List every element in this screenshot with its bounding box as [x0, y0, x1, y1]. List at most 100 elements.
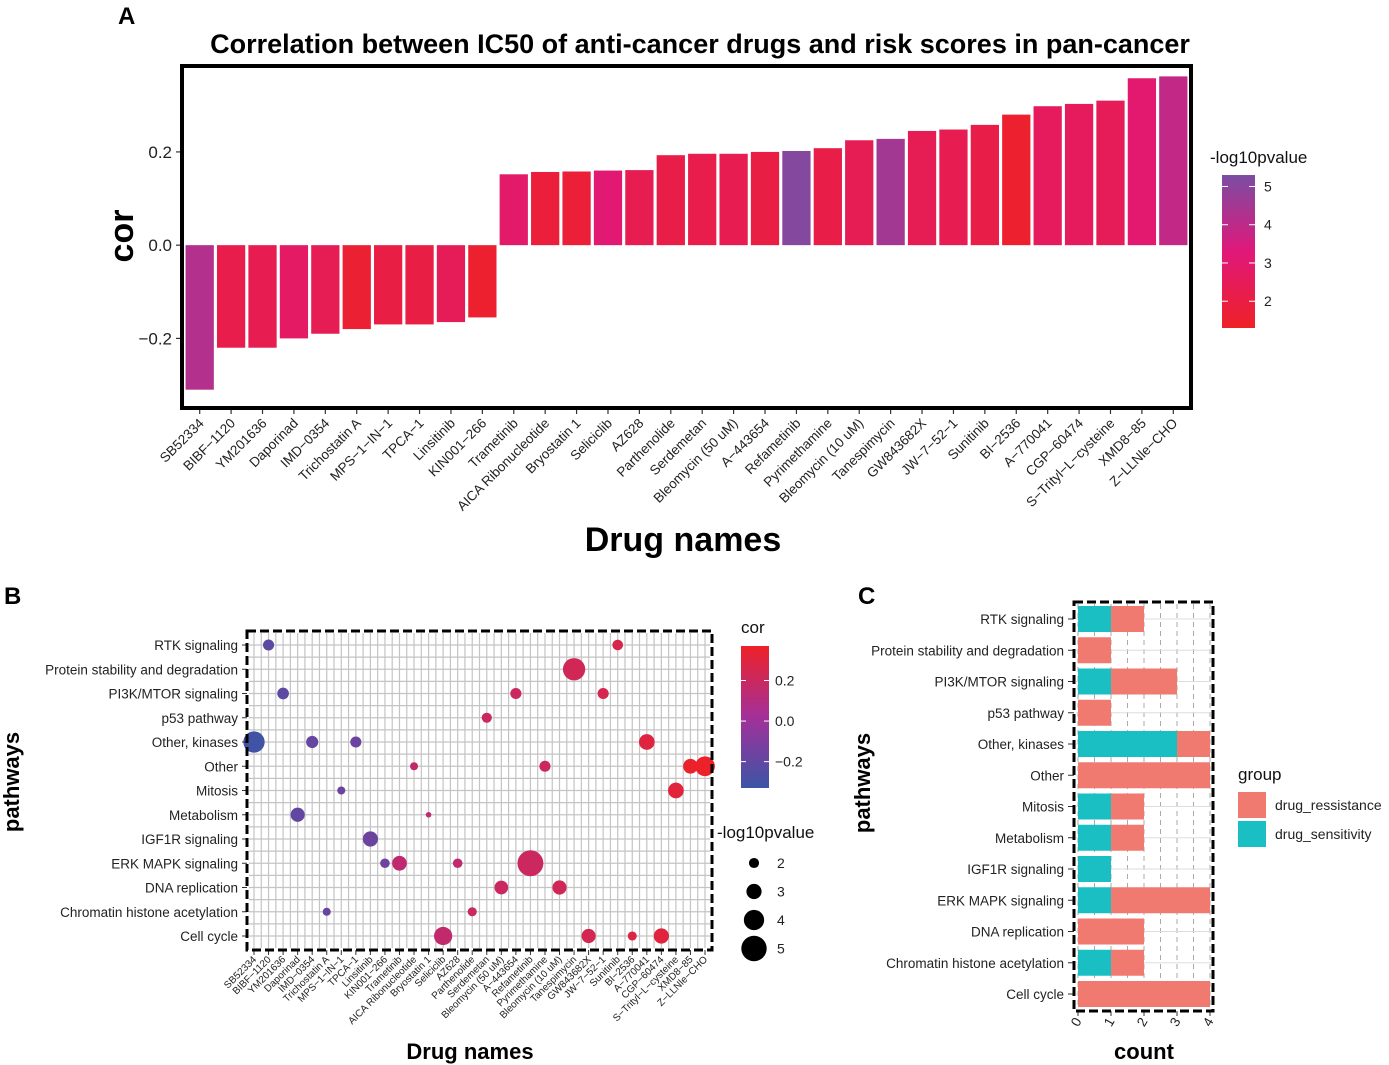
y-tick-label: IGF1R signaling [141, 832, 238, 847]
panel-letter-a: A [118, 3, 135, 30]
bar-drug-resistance [1111, 606, 1144, 632]
y-tick-label: p53 pathway [987, 706, 1064, 721]
legend-size-circle [741, 935, 767, 962]
panel-letter-b: B [4, 583, 21, 610]
bar [970, 124, 999, 246]
data-point [517, 850, 544, 877]
panel-a-bar-chart: Correlation between IC50 of anti-cancer … [103, 29, 1307, 559]
y-tick-label: Mitosis [196, 784, 238, 799]
bar-drug-resistance [1111, 949, 1144, 976]
y-tick-label: Chromatin histone acetylation [886, 956, 1064, 971]
data-point [481, 712, 492, 723]
bar-drug-resistance [1177, 731, 1210, 757]
data-point [290, 807, 305, 822]
data-point [552, 880, 567, 895]
legend-size-label: 5 [777, 941, 785, 957]
legend-size-label: 2 [777, 855, 785, 871]
bar-drug-sensitivity [1078, 949, 1111, 976]
y-tick-label: Cell cycle [1006, 987, 1064, 1002]
legend-colorbar [1222, 175, 1255, 328]
y-tick-label: Protein stability and degradation [45, 662, 238, 677]
data-point [510, 687, 522, 700]
legend-tick-label: 0.2 [775, 672, 795, 688]
bar [374, 245, 403, 325]
legend-tick-label: 3 [1264, 255, 1272, 271]
chart-c-legend: group drug_ressistance drug_sensitivity [1238, 765, 1382, 847]
data-point [262, 639, 275, 651]
legend-size-circle [743, 909, 765, 931]
chart-b-x-axis: SB52334BIBF−1120YM201636DaporinadIMD−035… [222, 950, 710, 1027]
chart-c-frame [1072, 600, 1215, 1013]
legend-tick-label: −0.2 [775, 754, 803, 770]
bar [185, 245, 214, 390]
y-tick-label: RTK signaling [980, 612, 1064, 627]
y-tick-label: PI3K/MTOR signaling [934, 675, 1064, 690]
chart-b-cor-legend-title: cor [741, 618, 765, 637]
bar-drug-resistance [1078, 637, 1111, 664]
chart-a-x-axis: SB52334BIBF−1120YM201636DaporinadIMD−035… [157, 408, 1180, 514]
bar [499, 174, 528, 246]
legend-entry-label: drug_ressistance [1275, 797, 1382, 813]
bar [468, 245, 497, 318]
panel-c-stacked-bar-chart: RTK signaling Protein stability and degra… [850, 600, 1382, 1064]
chart-c-legend-title: group [1238, 765, 1281, 784]
data-point [410, 762, 419, 771]
chart-a-y-label: cor [103, 210, 141, 263]
data-point [494, 880, 509, 895]
bar-drug-resistance [1111, 887, 1210, 914]
chart-b-points [243, 639, 715, 946]
bar-drug-resistance [1111, 793, 1144, 820]
bar [436, 245, 466, 323]
y-tick-label: p53 pathway [161, 711, 238, 726]
legend-tick-label: 0.0 [775, 713, 795, 729]
bar-drug-resistance [1078, 981, 1210, 1007]
data-point [452, 858, 463, 869]
y-tick-label: 0.0 [148, 236, 172, 255]
legend-tick-label: 2 [1264, 293, 1272, 309]
data-point [243, 731, 265, 753]
bar-drug-resistance [1111, 824, 1144, 851]
chart-a-legend-title: -log10pvalue [1210, 148, 1307, 167]
bar [907, 130, 937, 246]
x-tick-label: 3 [1167, 1015, 1184, 1029]
x-tick-label: 0 [1068, 1015, 1085, 1029]
bar [845, 140, 874, 246]
y-tick-label: Other, kinases [978, 737, 1065, 752]
y-tick-label: Metabolism [169, 808, 238, 823]
y-tick-label: Mitosis [1022, 800, 1064, 815]
bar [342, 245, 371, 330]
bar-drug-resistance [1111, 668, 1177, 695]
data-point [433, 926, 453, 946]
data-point [562, 658, 586, 681]
bar [750, 151, 780, 246]
y-tick-label: PI3K/MTOR signaling [108, 687, 238, 702]
y-tick-label: Other [1030, 768, 1064, 783]
data-point [597, 687, 609, 700]
y-tick-label: ERK MAPK signaling [111, 856, 238, 871]
chart-b-cor-legend: cor 0.2 0.0 −0.2 [741, 618, 803, 788]
bar-drug-sensitivity [1078, 668, 1111, 695]
legend-colorbar [741, 646, 769, 788]
x-tick-label: 4 [1200, 1015, 1217, 1029]
bar [876, 138, 905, 246]
legend-size-label: 4 [777, 912, 785, 928]
data-point [653, 928, 669, 944]
legend-swatch [1238, 821, 1266, 847]
data-point [638, 734, 655, 750]
chart-c-bars [1078, 606, 1210, 1007]
data-point [350, 736, 362, 748]
bar-drug-resistance [1078, 918, 1144, 945]
bar [279, 245, 309, 339]
bar [1064, 103, 1094, 246]
bar [1159, 76, 1188, 246]
chart-b-size-legend-title: -log10pvalue [717, 823, 814, 842]
bar [593, 170, 623, 246]
y-tick-label: Other [204, 759, 238, 774]
chart-c-x-axis: 0 1 2 3 4 [1068, 1011, 1217, 1029]
bar [1096, 100, 1125, 246]
bar-drug-sensitivity [1078, 824, 1111, 851]
bar-drug-sensitivity [1078, 606, 1111, 632]
x-tick-label: 1 [1101, 1015, 1118, 1029]
data-point [380, 858, 390, 869]
bar [1002, 114, 1031, 246]
